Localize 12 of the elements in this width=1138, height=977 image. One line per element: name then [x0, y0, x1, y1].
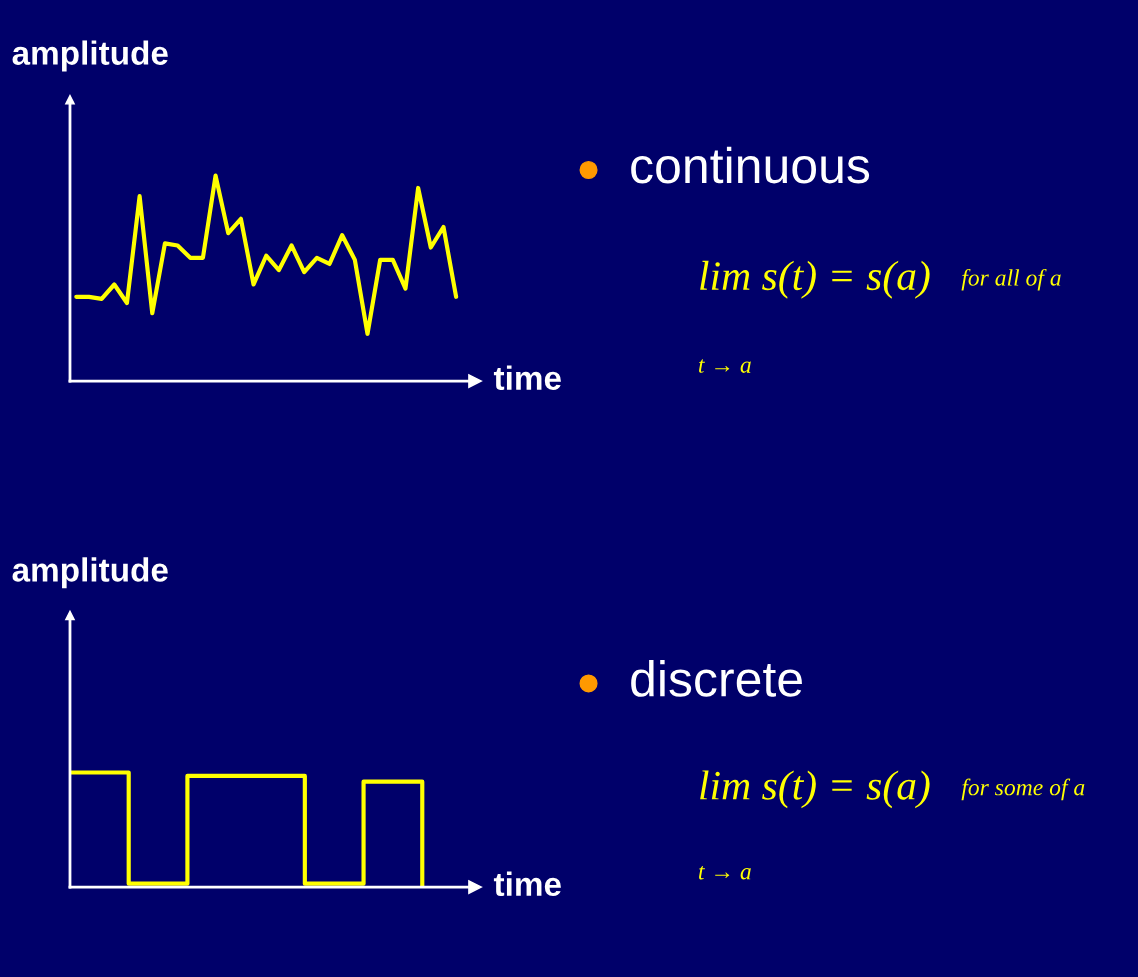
text: lim s(t) = s(a): [700, 260, 930, 299]
text: for some of a: [961, 778, 1085, 801]
text: lim s(t) = s(a): [700, 770, 930, 809]
y-axis-title: amplitude: [12, 557, 168, 589]
text: t → a: [698, 359, 751, 373]
x-axis-title: time: [493, 871, 561, 897]
y-axis-title: amplitude: [12, 40, 168, 72]
text: t → a: [698, 865, 751, 880]
text: continuous: [631, 146, 870, 184]
text: discrete: [631, 660, 802, 697]
text: for all of a: [961, 268, 1061, 291]
x-axis-title: time: [493, 365, 561, 390]
